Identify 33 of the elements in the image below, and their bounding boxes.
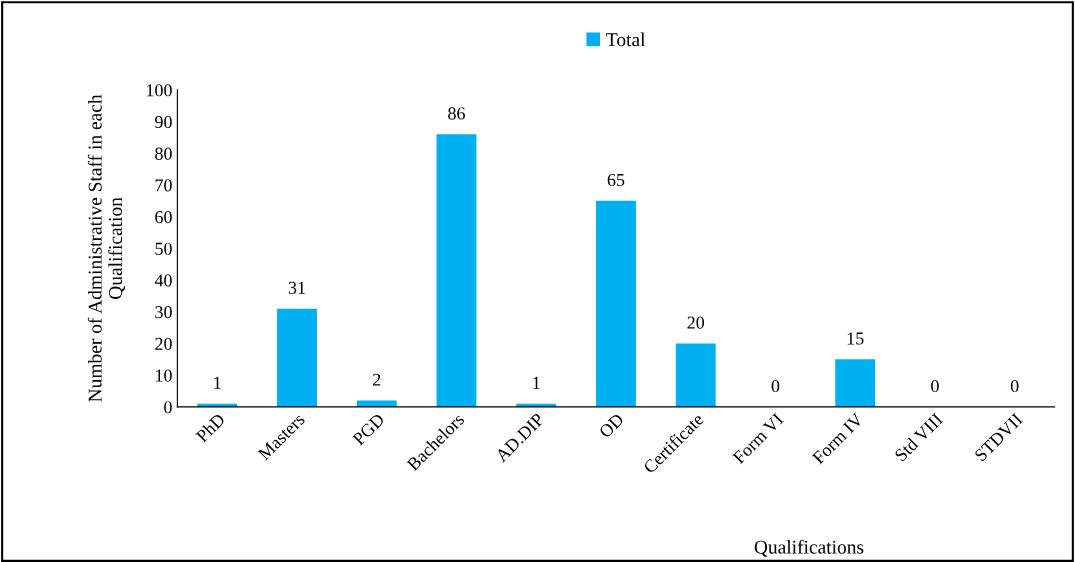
y-tick-label: 100 xyxy=(147,84,172,97)
data-label: 1 xyxy=(214,376,221,389)
data-label: 0 xyxy=(1010,379,1019,393)
data-label: 65 xyxy=(607,173,625,187)
y-tick-label: 0 xyxy=(164,401,172,414)
bar xyxy=(675,343,716,407)
x-tick-label: Std VIII xyxy=(893,412,944,462)
x-tick-label: OD xyxy=(598,412,625,439)
data-label: 0 xyxy=(931,379,939,393)
y-tick-label: 70 xyxy=(155,179,172,192)
data-label: 2 xyxy=(373,373,381,386)
bar xyxy=(596,200,636,407)
y-tick-label: 60 xyxy=(155,210,172,224)
legend-label: Total xyxy=(606,32,646,47)
x-tick-label: PhD xyxy=(194,412,226,443)
bar xyxy=(835,359,876,407)
y-tick-label: 10 xyxy=(156,369,172,382)
data-label: 86 xyxy=(448,107,465,120)
y-tick-label: 80 xyxy=(155,147,172,160)
data-label: 15 xyxy=(847,332,864,345)
y-tick-label: 90 xyxy=(155,115,172,129)
y-axis-title: Number of Administrative Staff in each Qualification xyxy=(87,94,125,402)
y-tick-label: 40 xyxy=(154,274,172,287)
data-label: 31 xyxy=(288,281,305,294)
data-label: 0 xyxy=(771,379,780,393)
bar xyxy=(436,134,477,407)
y-tick-label: 20 xyxy=(155,337,172,350)
data-label: 20 xyxy=(687,316,705,329)
bar xyxy=(277,308,317,407)
data-label: 1 xyxy=(533,376,540,389)
y-tick-label: 50 xyxy=(155,242,172,255)
x-axis-title: Qualifications xyxy=(754,539,864,557)
y-tick-label: 30 xyxy=(155,306,172,319)
